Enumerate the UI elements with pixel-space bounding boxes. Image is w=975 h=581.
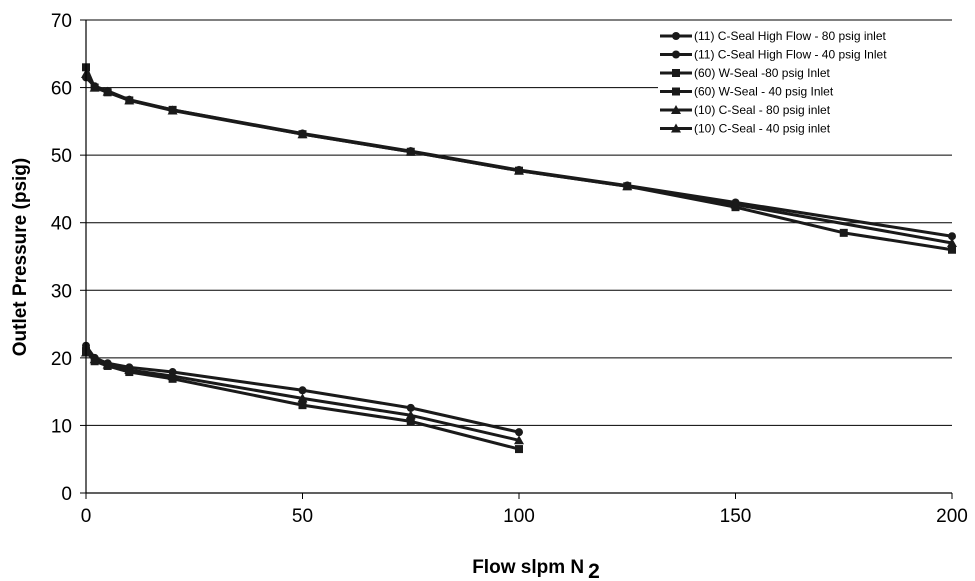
legend-item-5: (10) C-Seal - 80 psig inlet [660,103,831,117]
legend: (11) C-Seal High Flow - 80 psig inlet (11… [658,26,958,150]
y-tick-label: 50 [51,146,72,167]
data-point [947,237,957,247]
legend-label: (10) C-Seal - 80 psig inlet [694,103,831,117]
legend-item-4: (60) W-Seal - 40 psig Inlet [660,85,834,99]
legend-marker [671,123,681,133]
data-point [948,232,956,241]
y-tick-label: 0 [61,484,72,505]
legend-marker [672,69,680,77]
legend-item-6: (10) C-Seal - 40 psig inlet [660,122,831,136]
legend-label: (60) W-Seal - 40 psig Inlet [694,85,834,99]
data-point [622,181,633,191]
data-point [515,445,523,454]
gridlines [86,19,952,426]
data-point [515,428,523,437]
data-point [297,129,308,139]
legend-label: (60) W-Seal -80 psig Inlet [694,66,831,80]
legend-item-1: (11) C-Seal High Flow - 80 psig inlet [660,29,887,43]
x-axis-title-subscript: 2 [588,560,600,581]
data-point [102,86,113,96]
data-point [948,245,956,254]
legend-marker [672,32,680,40]
data-point [89,354,100,364]
x-tick-label: 0 [81,506,92,527]
data-point [406,403,415,412]
data-point [405,410,416,420]
data-point [297,393,308,403]
y-axis-title: Outlet Pressure (psig) [10,158,31,357]
y-tick-label: 10 [51,416,72,437]
data-point [406,417,415,426]
x-axis-title-main: Flow slpm N [472,557,584,578]
legend-item-3: (60) W-Seal -80 psig Inlet [660,66,831,80]
legend-label: (11) C-Seal High Flow - 80 psig inlet [694,29,887,43]
x-tick-label: 100 [503,506,535,527]
x-tick-label: 150 [720,506,752,527]
legend-marker [671,105,681,114]
x-tick-label: 50 [292,506,313,527]
legend-marker [672,87,680,96]
data-point [405,146,416,156]
data-point [839,228,848,237]
axes [80,19,953,499]
tick-labels: 0 10 20 30 40 50 60 70 0 50 100 150 200 [51,11,968,527]
data-point [514,435,524,445]
data-point [124,95,135,105]
x-tick-label: 200 [936,506,968,527]
data-point [298,386,307,395]
data-point [102,359,113,369]
series-6 [81,347,524,445]
y-tick-label: 30 [51,281,72,302]
data-point [298,401,307,410]
data-point [514,165,524,175]
y-tick-label: 70 [51,11,72,32]
data-point [124,365,135,375]
data-point [89,82,100,92]
data-point [167,371,178,381]
series-2 [82,341,523,437]
y-tick-label: 40 [51,214,72,235]
y-tick-label: 20 [51,349,72,370]
data-point [730,199,741,209]
legend-marker [672,50,680,59]
y-tick-label: 60 [51,79,72,100]
legend-box [658,26,958,150]
legend-item-2: (11) C-Seal High Flow - 40 psig Inlet [660,48,887,62]
data-point [167,105,178,115]
legend-label: (10) C-Seal - 40 psig inlet [694,122,831,136]
legend-label: (11) C-Seal High Flow - 40 psig Inlet [694,48,887,62]
